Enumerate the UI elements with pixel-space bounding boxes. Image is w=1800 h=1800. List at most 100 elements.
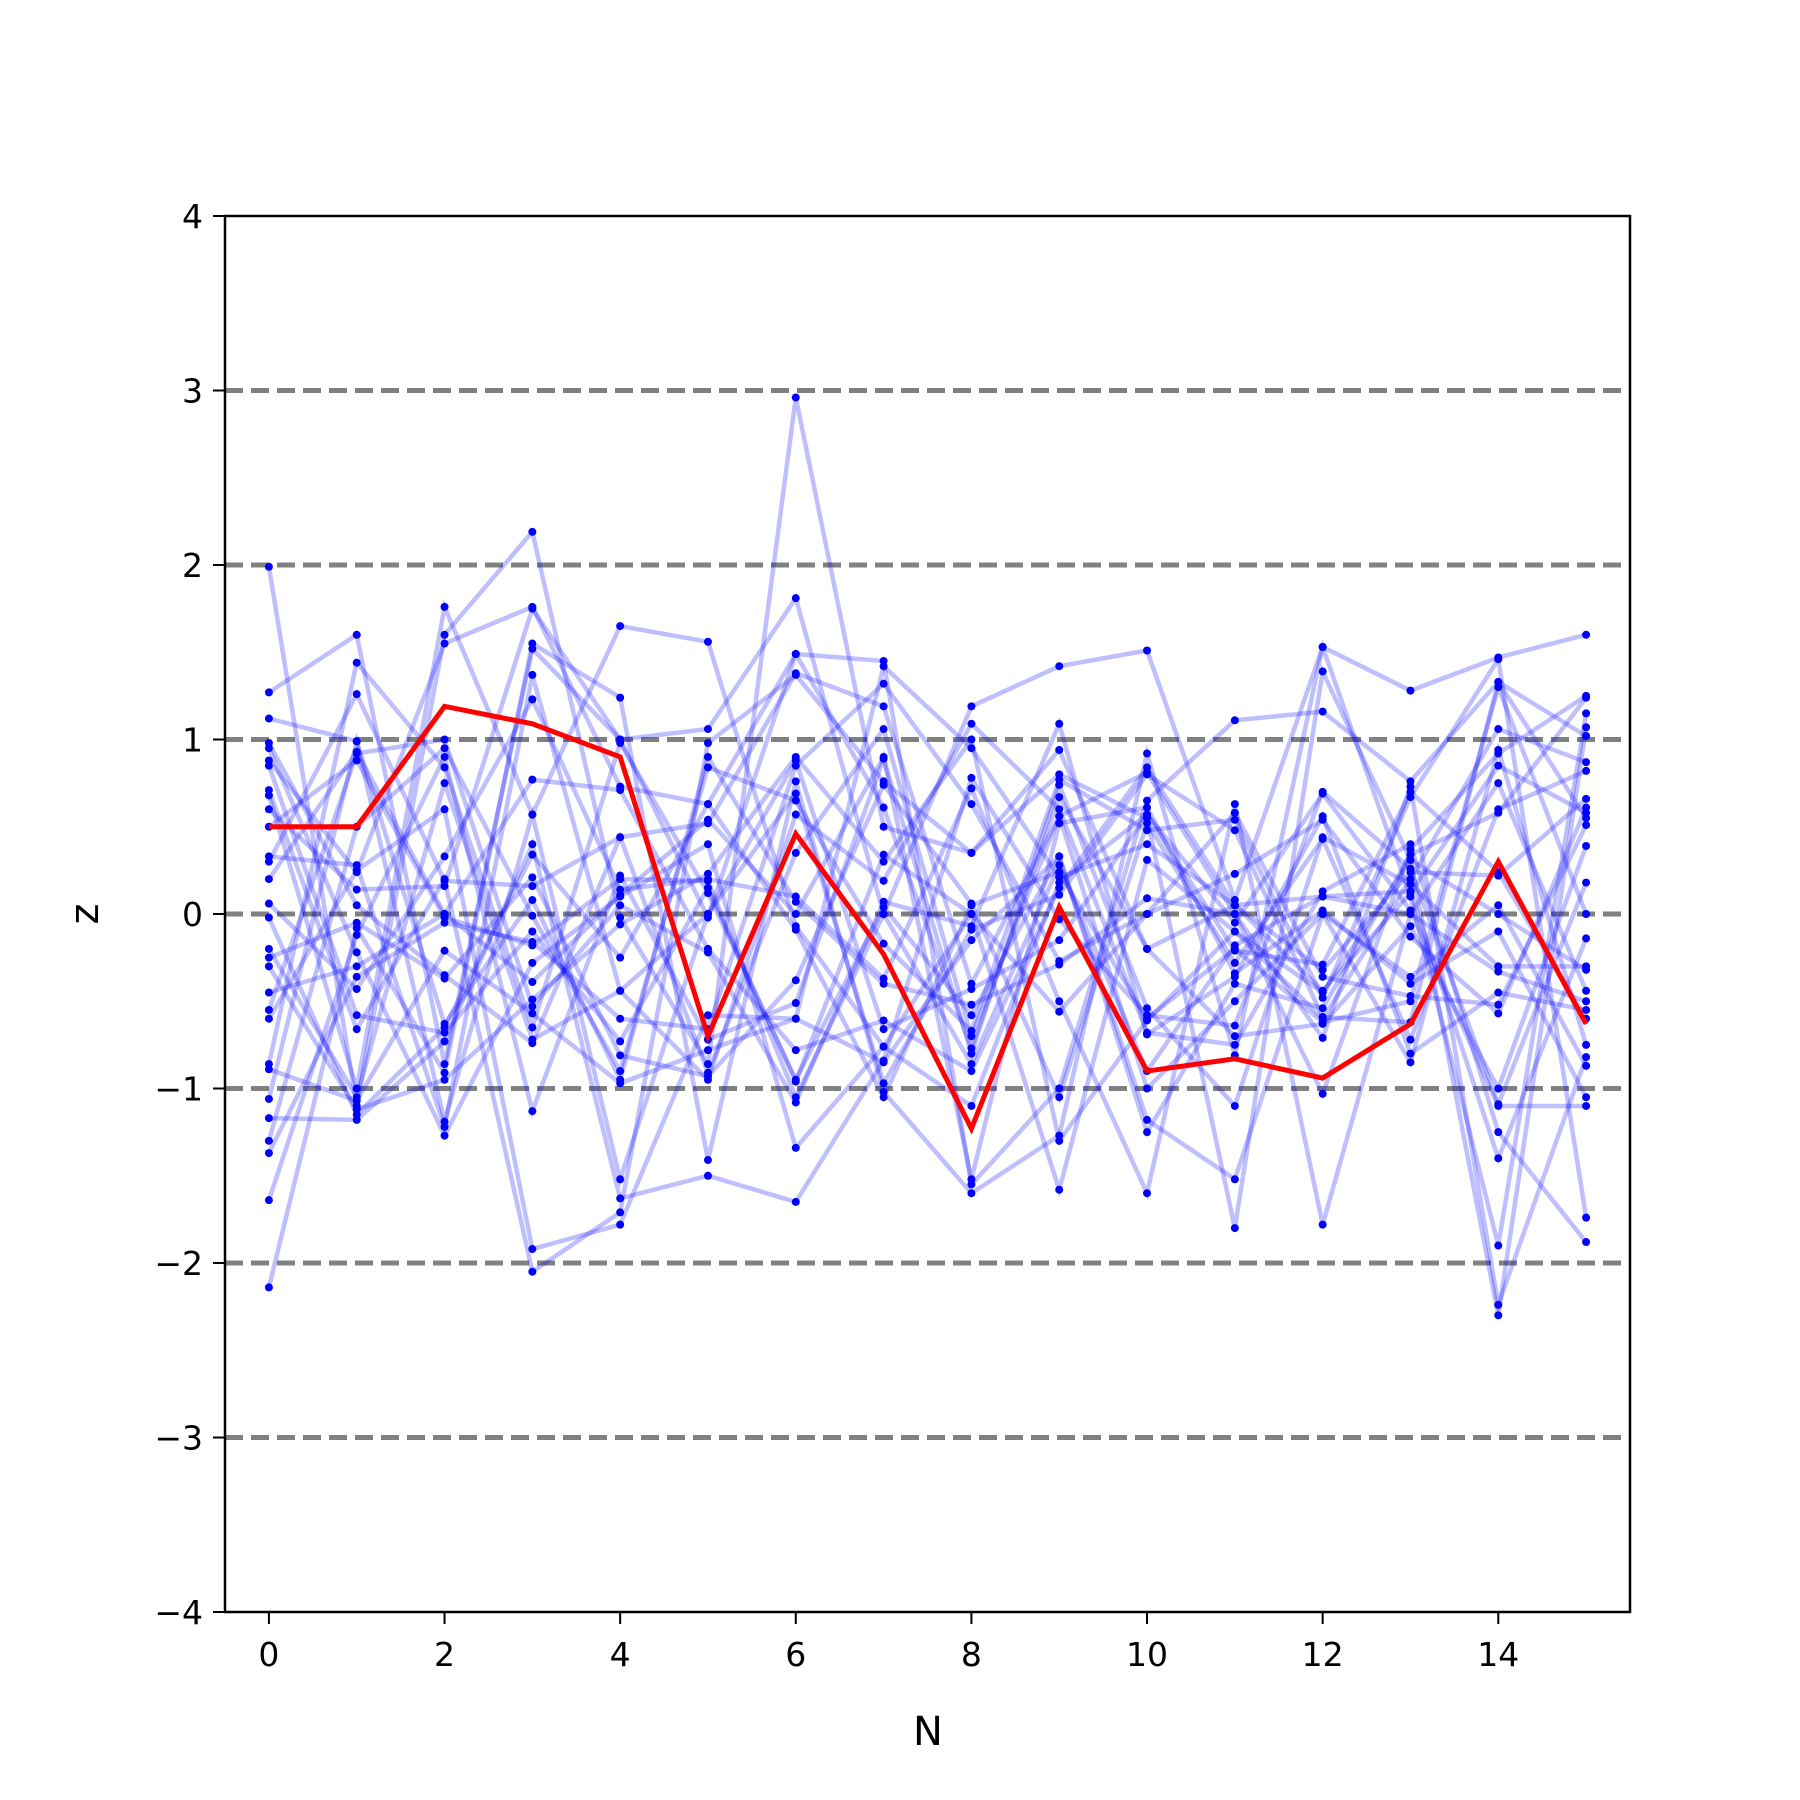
sample-series-points: [264, 393, 1591, 1320]
sample-point: [616, 920, 625, 929]
sample-point: [616, 1194, 625, 1203]
sample-point: [352, 866, 361, 875]
sample-point: [264, 852, 273, 861]
sample-point: [1494, 1000, 1503, 1009]
sample-point: [1406, 910, 1415, 918]
x-tick-label: 0: [258, 1635, 279, 1674]
sample-point: [264, 1005, 273, 1014]
sample-point: [352, 930, 361, 939]
sample-point: [1582, 934, 1591, 943]
sample-point: [1494, 683, 1503, 692]
sample-point: [791, 393, 800, 402]
sample-point: [1318, 986, 1327, 995]
sample-point: [352, 885, 361, 894]
reference-lines: [225, 388, 1630, 1440]
sample-point: [879, 822, 888, 831]
sample-point: [528, 639, 537, 648]
sample-point: [703, 800, 712, 809]
sample-point: [879, 939, 888, 948]
sample-series-line: [267, 603, 1588, 1190]
sample-point: [791, 777, 800, 786]
sample-point: [440, 630, 449, 639]
sample-point: [1494, 901, 1503, 910]
sample-point: [1230, 869, 1239, 878]
sample-series-line: [266, 599, 1587, 1198]
sample-point: [1494, 988, 1503, 997]
sample-point: [616, 622, 625, 631]
sample-point: [264, 913, 273, 922]
sample-point: [440, 910, 449, 918]
sample-point: [1494, 1300, 1503, 1309]
sample-point: [616, 901, 625, 910]
sample-point: [264, 953, 273, 962]
sample-point: [1055, 868, 1064, 877]
sample-series-line: [268, 674, 1588, 1244]
sample-point: [1318, 1089, 1327, 1098]
sample-point: [1143, 803, 1152, 812]
sample-point: [703, 1171, 712, 1180]
sample-point: [703, 1156, 712, 1165]
sample-point: [703, 1046, 712, 1055]
sample-point: [616, 1051, 625, 1060]
sample-point: [1582, 1093, 1591, 1102]
sample-point: [616, 1220, 625, 1229]
sample-point: [1494, 655, 1503, 664]
sample-point: [616, 1079, 625, 1088]
sample-point: [264, 1196, 273, 1205]
sample-point: [703, 1068, 712, 1077]
sample-point: [1582, 821, 1591, 830]
sample-point: [967, 1060, 976, 1069]
sample-point: [616, 953, 625, 962]
sample-series-line: [267, 747, 1589, 1180]
y-tick-label: 0: [182, 895, 203, 934]
sample-point: [791, 848, 800, 857]
sample-point: [1143, 1115, 1152, 1124]
sample-point: [1582, 808, 1591, 817]
sample-point: [264, 1136, 273, 1145]
sample-point: [703, 738, 712, 747]
sample-point: [1318, 1018, 1327, 1027]
sample-point: [1318, 1004, 1327, 1013]
sample-point: [264, 761, 273, 770]
sample-point: [879, 857, 888, 866]
sample-point: [616, 890, 625, 899]
sample-point: [967, 744, 976, 753]
sample-point: [1494, 1084, 1503, 1093]
sample-point: [1406, 1035, 1415, 1044]
sample-point: [879, 777, 888, 786]
sample-point: [264, 805, 273, 814]
sample-point: [879, 1093, 888, 1102]
sample-point: [1143, 944, 1152, 953]
sample-point: [1055, 812, 1064, 821]
sample-point: [616, 1208, 625, 1217]
highlight-series: [268, 703, 1589, 1135]
sample-point: [264, 988, 273, 997]
sample-point: [1318, 643, 1327, 652]
sample-point: [967, 719, 976, 728]
sample-point: [352, 690, 361, 699]
sample-point: [1230, 941, 1239, 950]
y-axis-ticks: −4 −3 −2 −1 0 1 2 3 4: [154, 197, 225, 1632]
sample-point: [1143, 810, 1152, 819]
sample-point: [1494, 1241, 1503, 1250]
sample-point: [352, 1110, 361, 1119]
sample-point: [1143, 749, 1152, 758]
sample-series-line: [266, 754, 1587, 1109]
sample-point: [264, 962, 273, 971]
sample-point: [791, 1143, 800, 1152]
sample-point: [1494, 725, 1503, 734]
sample-point: [1230, 800, 1239, 809]
sample-point: [967, 773, 976, 782]
sample-point: [703, 1075, 712, 1084]
sample-point: [1494, 967, 1503, 976]
sample-point: [528, 604, 537, 613]
sample-point: [528, 958, 537, 967]
sample-point: [879, 876, 888, 885]
sample-series-line: [266, 764, 1589, 1088]
sample-point: [967, 925, 976, 934]
sample-point: [1582, 630, 1591, 639]
sample-point: [967, 1044, 976, 1053]
x-axis-ticks: 0 2 4 6 8 10 12 14: [258, 1612, 1519, 1674]
sample-point: [1230, 716, 1239, 725]
